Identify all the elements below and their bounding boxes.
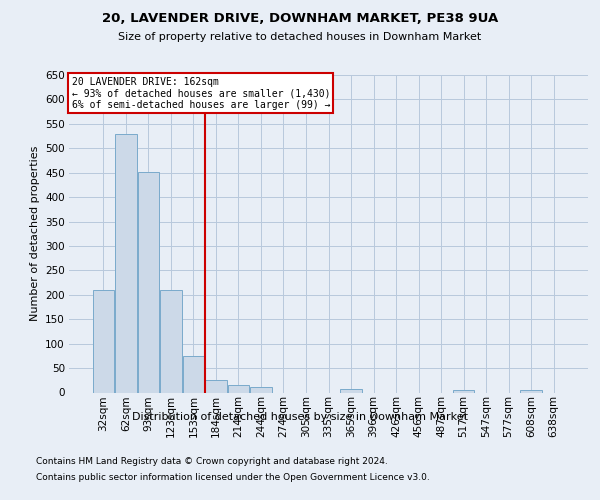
Bar (228, 385, 249, 392)
Bar (92, 290, 114, 392)
Text: Size of property relative to detached houses in Downham Market: Size of property relative to detached ho… (118, 32, 482, 42)
Bar (205, 380, 227, 392)
Bar (453, 390, 475, 392)
Y-axis label: Number of detached properties: Number of detached properties (29, 146, 40, 322)
Bar (520, 390, 542, 392)
Bar (250, 387, 272, 392)
Bar (160, 290, 182, 392)
Bar (137, 172, 159, 392)
Text: Contains public sector information licensed under the Open Government Licence v3: Contains public sector information licen… (36, 472, 430, 482)
Text: 20, LAVENDER DRIVE, DOWNHAM MARKET, PE38 9UA: 20, LAVENDER DRIVE, DOWNHAM MARKET, PE38… (102, 12, 498, 26)
Text: Contains HM Land Registry data © Crown copyright and database right 2024.: Contains HM Land Registry data © Crown c… (36, 458, 388, 466)
Text: Distribution of detached houses by size in Downham Market: Distribution of detached houses by size … (132, 412, 468, 422)
Bar (340, 388, 362, 392)
Bar (182, 356, 204, 393)
Bar (115, 134, 137, 392)
Text: 20 LAVENDER DRIVE: 162sqm
← 93% of detached houses are smaller (1,430)
6% of sem: 20 LAVENDER DRIVE: 162sqm ← 93% of detac… (71, 76, 330, 110)
